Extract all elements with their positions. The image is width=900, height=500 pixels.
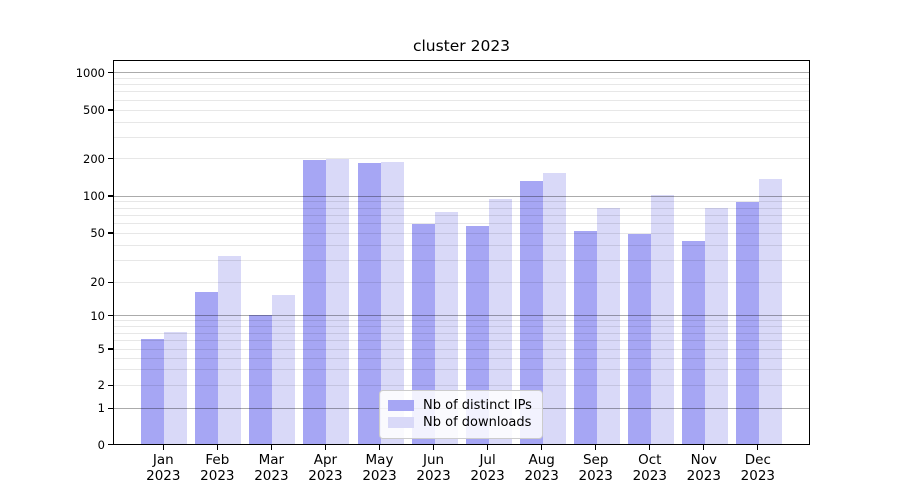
bar-downloads-jan xyxy=(164,331,188,444)
y-tick-mark xyxy=(108,109,113,111)
legend-item-distinct-ips: Nb of distinct IPs xyxy=(388,398,532,413)
x-tick-label-nov: Nov 2023 xyxy=(686,452,721,484)
y-tick-label-20: 20 xyxy=(90,275,105,290)
bar-ips-feb xyxy=(195,292,219,444)
x-tick-mark xyxy=(595,445,597,450)
bar-downloads-feb xyxy=(218,255,242,444)
chart-title: cluster 2023 xyxy=(412,37,511,55)
bar-downloads-mar xyxy=(272,295,296,444)
x-tick-mark xyxy=(757,445,759,450)
gridline-600 xyxy=(114,99,809,101)
bar-ips-jul xyxy=(465,225,489,444)
x-tick-mark xyxy=(649,445,651,450)
legend-swatch-distinct-ips xyxy=(388,400,414,411)
legend-label: Nb of distinct IPs xyxy=(423,398,532,413)
x-tick-mark xyxy=(703,445,705,450)
bar-downloads-jul xyxy=(488,199,512,444)
gridline-500 xyxy=(114,109,809,111)
y-tick-label-0: 0 xyxy=(97,437,105,452)
x-tick-mark xyxy=(486,445,489,450)
gridline-700 xyxy=(114,91,809,93)
x-tick-mark xyxy=(541,445,543,450)
x-tick-label-mar: Mar 2023 xyxy=(254,452,289,484)
x-tick-label-jul: Jul 2023 xyxy=(470,452,505,484)
bar-downloads-may xyxy=(380,161,404,444)
bar-ips-sep xyxy=(573,230,597,444)
x-tick-label-apr: Apr 2023 xyxy=(308,452,343,484)
bar-ips-mar xyxy=(249,314,273,444)
bar-ips-nov xyxy=(681,241,705,444)
y-tick-label-1: 1 xyxy=(97,401,105,416)
y-tick-label-5: 5 xyxy=(97,342,105,356)
y-tick-mark xyxy=(108,384,113,387)
bar-ips-may xyxy=(357,163,381,444)
y-tick-mark xyxy=(108,157,113,160)
x-tick-mark xyxy=(216,445,218,450)
x-tick-mark xyxy=(378,445,381,450)
legend-item-downloads: Nb of downloads xyxy=(388,415,532,430)
y-tick-label-50: 50 xyxy=(90,226,105,240)
y-tick-label-500: 500 xyxy=(83,103,105,117)
x-tick-mark xyxy=(270,445,273,450)
bar-ips-jun xyxy=(411,224,435,444)
bar-downloads-jun xyxy=(434,211,458,444)
gridline-1000 xyxy=(114,72,809,74)
bar-ips-aug xyxy=(519,180,543,444)
x-tick-label-feb: Feb 2023 xyxy=(200,452,235,484)
x-tick-mark xyxy=(162,445,164,450)
x-tick-mark xyxy=(432,445,435,450)
y-tick-label-100: 100 xyxy=(83,189,105,203)
gridline-900 xyxy=(114,77,809,79)
y-tick-label-200: 200 xyxy=(83,151,105,166)
legend: Nb of distinct IPs Nb of downloads xyxy=(379,390,543,439)
y-tick-mark xyxy=(108,315,113,317)
x-tick-mark xyxy=(324,445,327,450)
y-tick-label-10: 10 xyxy=(90,308,105,323)
bar-downloads-sep xyxy=(596,208,620,444)
y-tick-mark xyxy=(108,281,113,283)
gridline-90 xyxy=(114,201,809,203)
x-tick-label-aug: Aug 2023 xyxy=(524,452,559,484)
gridline-400 xyxy=(114,121,809,123)
y-tick-label-1000: 1000 xyxy=(75,65,105,80)
x-tick-label-dec: Dec 2023 xyxy=(740,452,776,484)
x-tick-label-may: May 2023 xyxy=(362,452,397,484)
x-tick-label-jun: Jun 2023 xyxy=(416,452,451,484)
legend-swatch-downloads xyxy=(388,417,414,428)
gridline-800 xyxy=(114,84,809,86)
y-tick-mark xyxy=(108,232,113,234)
bar-downloads-aug xyxy=(542,173,566,444)
y-tick-mark xyxy=(108,195,113,197)
bar-downloads-oct xyxy=(650,195,674,444)
bar-downloads-apr xyxy=(326,158,350,444)
x-tick-label-oct: Oct 2023 xyxy=(632,452,667,484)
bar-downloads-nov xyxy=(704,207,728,444)
y-tick-mark xyxy=(108,443,113,446)
legend-label: Nb of downloads xyxy=(423,415,532,430)
bars-layer xyxy=(114,61,809,444)
plot-area: Nb of distinct IPs Nb of downloads xyxy=(113,60,810,445)
x-tick-label-sep: Sep 2023 xyxy=(578,452,613,484)
y-tick-mark xyxy=(108,407,113,409)
bar-ips-jan xyxy=(141,339,165,444)
bar-ips-oct xyxy=(627,234,651,444)
gridline-200 xyxy=(114,158,809,160)
bar-ips-apr xyxy=(303,160,327,444)
bar-downloads-dec xyxy=(758,178,782,444)
y-tick-mark xyxy=(108,71,113,74)
gridline-300 xyxy=(114,136,809,138)
x-tick-label-jan: Jan 2023 xyxy=(146,452,181,484)
gridline-100 xyxy=(114,195,809,197)
y-tick-mark xyxy=(108,348,113,350)
bar-ips-dec xyxy=(735,202,759,444)
y-tick-label-2: 2 xyxy=(97,378,105,393)
